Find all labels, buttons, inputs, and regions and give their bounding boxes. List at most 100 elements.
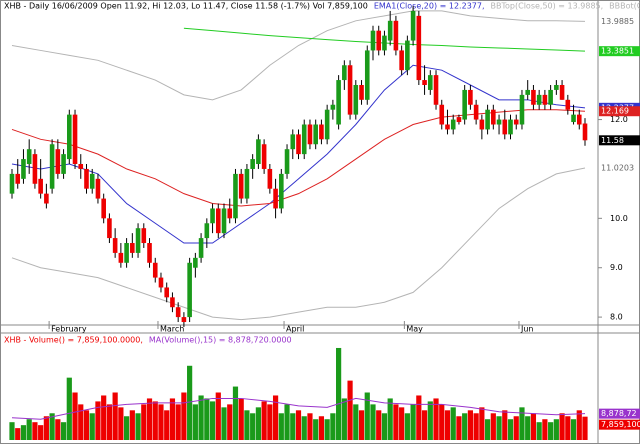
volume-bar [479,407,485,440]
candle-body [187,262,192,318]
volume-bar [227,404,233,440]
candle-body [112,238,118,253]
overlay-end-label: 13.9885 [601,17,634,26]
volume-title: XHB - Volume() = 7,859,100.0000, [4,336,143,345]
volume-header: XHB - Volume() = 7,859,100.0000, MA(Volu… [4,336,292,345]
candle-body [95,178,101,199]
candle-body [422,80,427,85]
candle-body [118,252,124,263]
volume-bar [15,428,21,440]
candle-body [336,80,341,125]
candle-body [256,139,261,165]
price-header: XHB - Daily 16/06/2009 Open 11.92, Hi 12… [4,2,640,11]
overlay-line [11,64,586,244]
candle-body [141,228,147,244]
volume-bar [301,416,307,440]
volume-bar [358,410,365,440]
candle-body [38,178,43,194]
volume-bar [238,398,244,440]
overlay-end-label: 12.169 [601,107,629,116]
volume-bar [49,413,55,440]
candle-body [513,119,519,125]
overlay-end-label-box [599,106,640,117]
candle-body [101,198,106,219]
candle-body [376,30,382,51]
volume-bar [32,422,38,440]
volume-bar [290,413,296,440]
candle-body [15,173,21,184]
candle-body [519,94,525,125]
candle-body [55,149,61,174]
y-tick-label: 10.0 [610,214,628,223]
legend-entry: BBTop(Close,50) = 13.9885, [491,2,604,11]
volume-bar [347,380,353,440]
volume-bar [507,419,514,440]
volume-bar [404,413,410,440]
candle-body [399,50,404,71]
volume-bar [370,404,376,440]
candle-body [319,124,324,140]
candle-body [582,123,588,141]
volume-bar [141,404,147,440]
candle-body [468,89,473,105]
candle-body [32,154,38,184]
overlay-end-label: 11.0203 [601,163,634,172]
candle-body [261,144,267,169]
candle-body [364,50,370,100]
candle-body [233,173,238,219]
candle-body [135,228,141,253]
volume-bar [175,404,181,440]
volume-bar [324,419,330,440]
candle-body [49,144,55,189]
candle-body [313,124,318,145]
volume-bar [209,401,216,440]
candle-body [479,119,485,130]
candle-body [342,65,347,81]
legend-entry: EMA1(Close,20) = 12.2377, [374,2,485,11]
volume-bar [135,413,141,440]
volume-bar [433,398,439,440]
candle-body [445,124,450,130]
candle-body [107,218,112,239]
volume-bar [421,410,428,440]
volume-bar [313,419,319,440]
candle-body [21,159,26,179]
candle-body [491,109,496,125]
candle-body [284,149,290,174]
candle-body [215,208,221,234]
candle-body [405,40,410,71]
candle-body [416,15,422,81]
volume-bar [129,410,135,440]
volume-bar [221,407,227,440]
y-tick-label: 12.0 [610,115,628,124]
volume-bar [548,422,554,440]
overlay-end-label-box [599,46,640,57]
volume-bar [66,377,72,440]
volume-bar [250,413,256,440]
volume-bar [95,401,101,440]
candle-body [370,30,376,51]
volume-bar [198,395,204,440]
volume-bar [272,395,279,440]
candle-body [124,243,129,263]
candle-body [61,154,66,174]
overlay-end-label: 13.3851 [601,47,634,56]
x-tick-label: March [160,325,184,334]
candle-body [67,114,72,160]
volume-bar [112,392,118,440]
candle-body [485,109,490,130]
volume-bar [295,410,302,440]
volume-bar [330,413,336,440]
candle-body [531,89,536,105]
candle-body [9,173,15,194]
volume-ma-end-label: 8,878,72 [601,409,637,418]
volume-bar [336,347,342,440]
x-tick-label: April [286,325,304,334]
volume-bar [215,392,221,440]
candle-body [210,208,215,224]
x-tick-label: Jun [520,325,534,334]
candle-body [158,277,164,288]
volume-bar [484,419,491,440]
volume-bar [204,398,210,440]
volume-bar [496,416,502,440]
